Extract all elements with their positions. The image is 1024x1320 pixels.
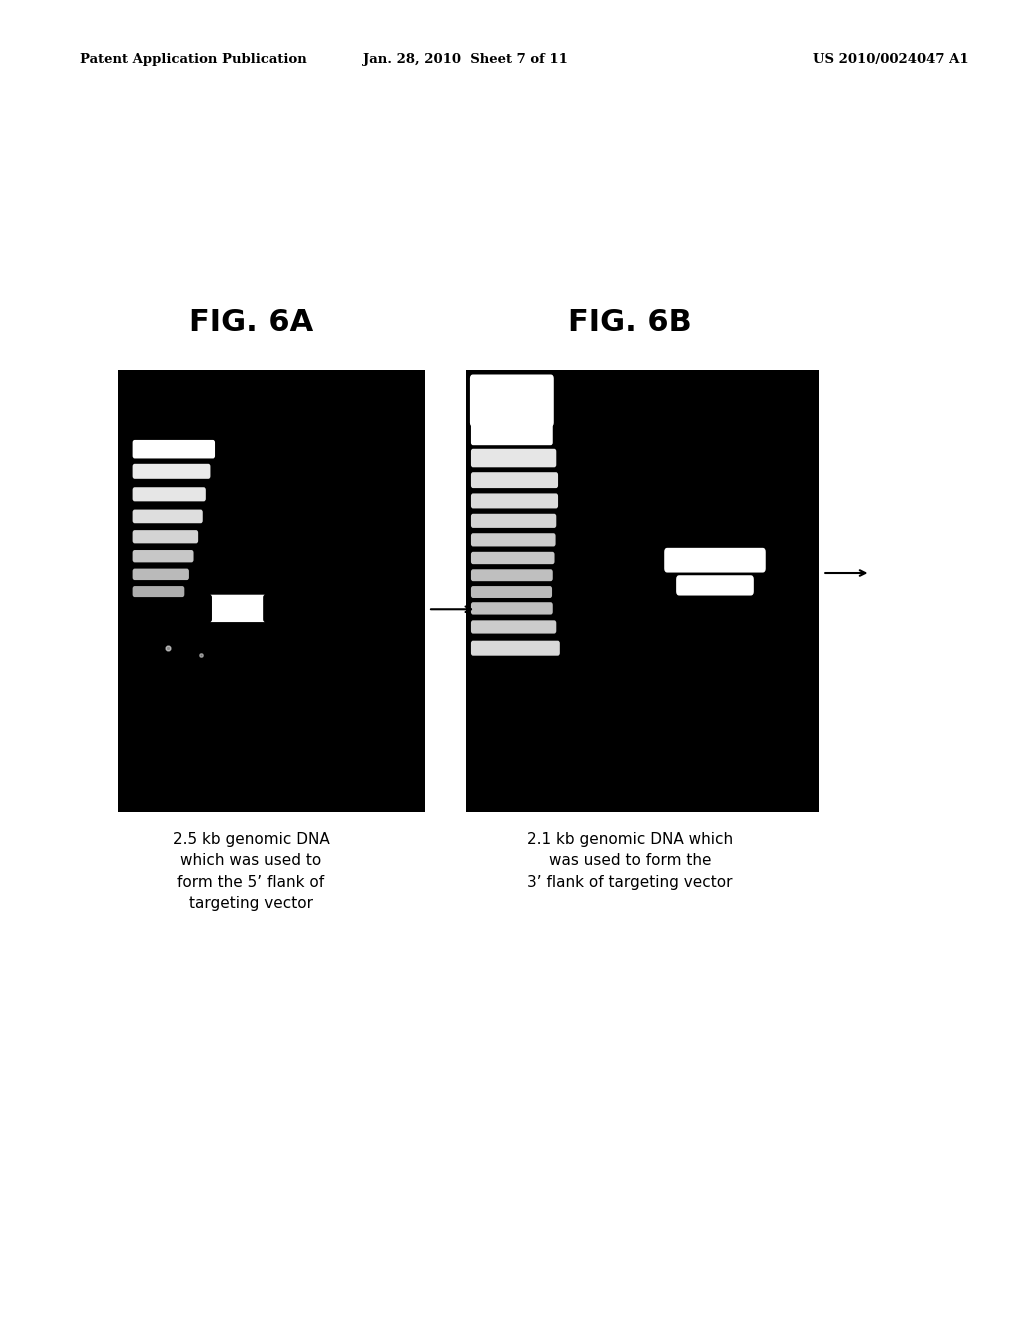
Text: 2.1 kb genomic DNA which
was used to form the
3’ flank of targeting vector: 2.1 kb genomic DNA which was used to for… — [526, 832, 733, 890]
FancyBboxPatch shape — [133, 569, 188, 579]
FancyBboxPatch shape — [133, 531, 199, 544]
FancyBboxPatch shape — [471, 494, 558, 508]
FancyBboxPatch shape — [471, 620, 556, 634]
Text: US 2010/0024047 A1: US 2010/0024047 A1 — [813, 53, 969, 66]
FancyBboxPatch shape — [471, 552, 555, 564]
Text: FIG. 6B: FIG. 6B — [568, 308, 691, 337]
FancyBboxPatch shape — [470, 375, 554, 426]
FancyBboxPatch shape — [471, 569, 553, 581]
FancyBboxPatch shape — [133, 586, 184, 597]
FancyBboxPatch shape — [133, 440, 215, 458]
FancyBboxPatch shape — [471, 513, 556, 528]
FancyBboxPatch shape — [133, 463, 211, 479]
FancyBboxPatch shape — [133, 510, 203, 523]
FancyBboxPatch shape — [471, 449, 556, 467]
FancyBboxPatch shape — [133, 550, 194, 562]
FancyBboxPatch shape — [471, 586, 552, 598]
FancyBboxPatch shape — [676, 576, 754, 595]
Text: 2.5 kb genomic DNA
which was used to
form the 5’ flank of
targeting vector: 2.5 kb genomic DNA which was used to for… — [172, 832, 330, 911]
FancyBboxPatch shape — [471, 640, 560, 656]
FancyBboxPatch shape — [133, 487, 206, 502]
Bar — [466, 370, 819, 812]
Text: FIG. 6A: FIG. 6A — [188, 308, 313, 337]
FancyBboxPatch shape — [471, 602, 553, 615]
FancyBboxPatch shape — [471, 533, 556, 546]
FancyBboxPatch shape — [210, 595, 265, 622]
Text: Jan. 28, 2010  Sheet 7 of 11: Jan. 28, 2010 Sheet 7 of 11 — [364, 53, 568, 66]
FancyBboxPatch shape — [471, 422, 553, 445]
Bar — [118, 370, 425, 812]
Text: Patent Application Publication: Patent Application Publication — [80, 53, 306, 66]
FancyBboxPatch shape — [471, 473, 558, 488]
FancyBboxPatch shape — [665, 548, 766, 573]
